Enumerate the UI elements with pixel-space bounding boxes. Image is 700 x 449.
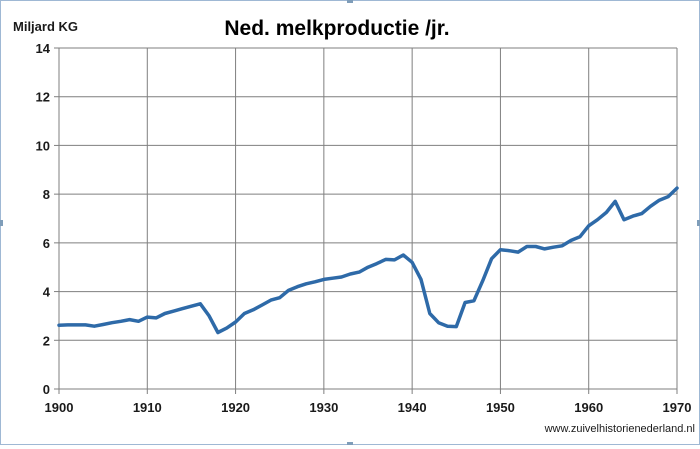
x-tick-label: 1900 — [45, 400, 74, 415]
y-tick-label: 12 — [36, 90, 50, 105]
resize-handle-left[interactable] — [0, 220, 3, 226]
watermark: www.zuivelhistorienederland.nl — [544, 423, 695, 435]
x-tick-label: 1920 — [221, 400, 250, 415]
y-tick-label: 8 — [43, 187, 50, 202]
series-line — [57, 186, 679, 335]
series-lines — [57, 186, 679, 335]
y-tick-label: 6 — [43, 236, 50, 251]
y-tick-label: 0 — [43, 382, 50, 397]
x-tick-label: 1960 — [574, 400, 603, 415]
y-tick-label: 2 — [43, 333, 50, 348]
tick-labels: 0 2 4 6 8 10 12 14 1900 1910 1920 1930 1940 1950 1960 1… — [36, 41, 692, 415]
y-tick-label: 10 — [36, 138, 50, 153]
x-tick-label: 1930 — [309, 400, 338, 415]
resize-handle-right[interactable] — [697, 220, 700, 226]
x-tick-label: 1940 — [398, 400, 427, 415]
x-tick-label: 1910 — [133, 400, 162, 415]
x-tick-label: 1970 — [663, 400, 692, 415]
resize-handle-top[interactable] — [347, 0, 353, 3]
y-tick-label: 4 — [43, 285, 51, 300]
y-tick-label: 14 — [36, 41, 51, 56]
y-axis-label: Miljard KG — [13, 19, 78, 34]
resize-handle-bottom[interactable] — [347, 442, 353, 445]
chart-title: Ned. melkproductie /jr. — [224, 17, 449, 40]
x-tick-label: 1950 — [486, 400, 515, 415]
grid — [54, 47, 678, 394]
